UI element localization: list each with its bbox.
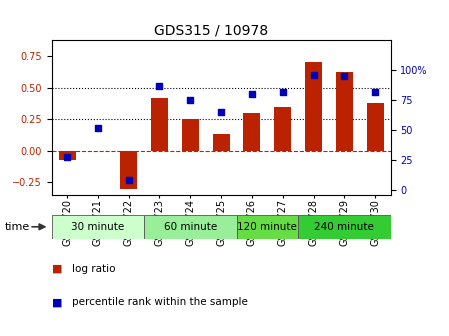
Bar	[52, 215, 144, 239]
Bar	[213, 134, 229, 151]
Point	[279, 89, 286, 94]
Point	[217, 109, 224, 115]
Bar	[243, 113, 260, 151]
Point	[156, 83, 163, 88]
Text: ■: ■	[52, 297, 62, 307]
Text: ■: ■	[52, 264, 62, 274]
Bar	[305, 62, 322, 151]
Text: percentile rank within the sample: percentile rank within the sample	[72, 297, 248, 307]
Bar	[367, 103, 384, 151]
Bar	[336, 73, 353, 151]
Bar	[144, 215, 237, 239]
Point	[310, 72, 317, 78]
Point	[125, 177, 132, 183]
Text: 120 minute: 120 minute	[238, 222, 297, 232]
Text: time: time	[4, 222, 30, 232]
Bar	[274, 107, 291, 151]
Point	[63, 155, 70, 160]
Text: 60 minute: 60 minute	[164, 222, 217, 232]
Bar	[120, 151, 137, 188]
Point	[187, 97, 194, 103]
Point	[341, 74, 348, 79]
Bar	[151, 98, 168, 151]
Bar	[298, 215, 391, 239]
Bar	[237, 215, 298, 239]
Text: 30 minute: 30 minute	[71, 222, 124, 232]
Bar	[182, 119, 199, 151]
Text: 240 minute: 240 minute	[314, 222, 374, 232]
Point	[94, 125, 101, 130]
Text: GDS315 / 10978: GDS315 / 10978	[154, 24, 268, 38]
Point	[248, 91, 255, 97]
Bar	[58, 151, 75, 160]
Text: log ratio: log ratio	[72, 264, 115, 274]
Point	[372, 89, 379, 94]
